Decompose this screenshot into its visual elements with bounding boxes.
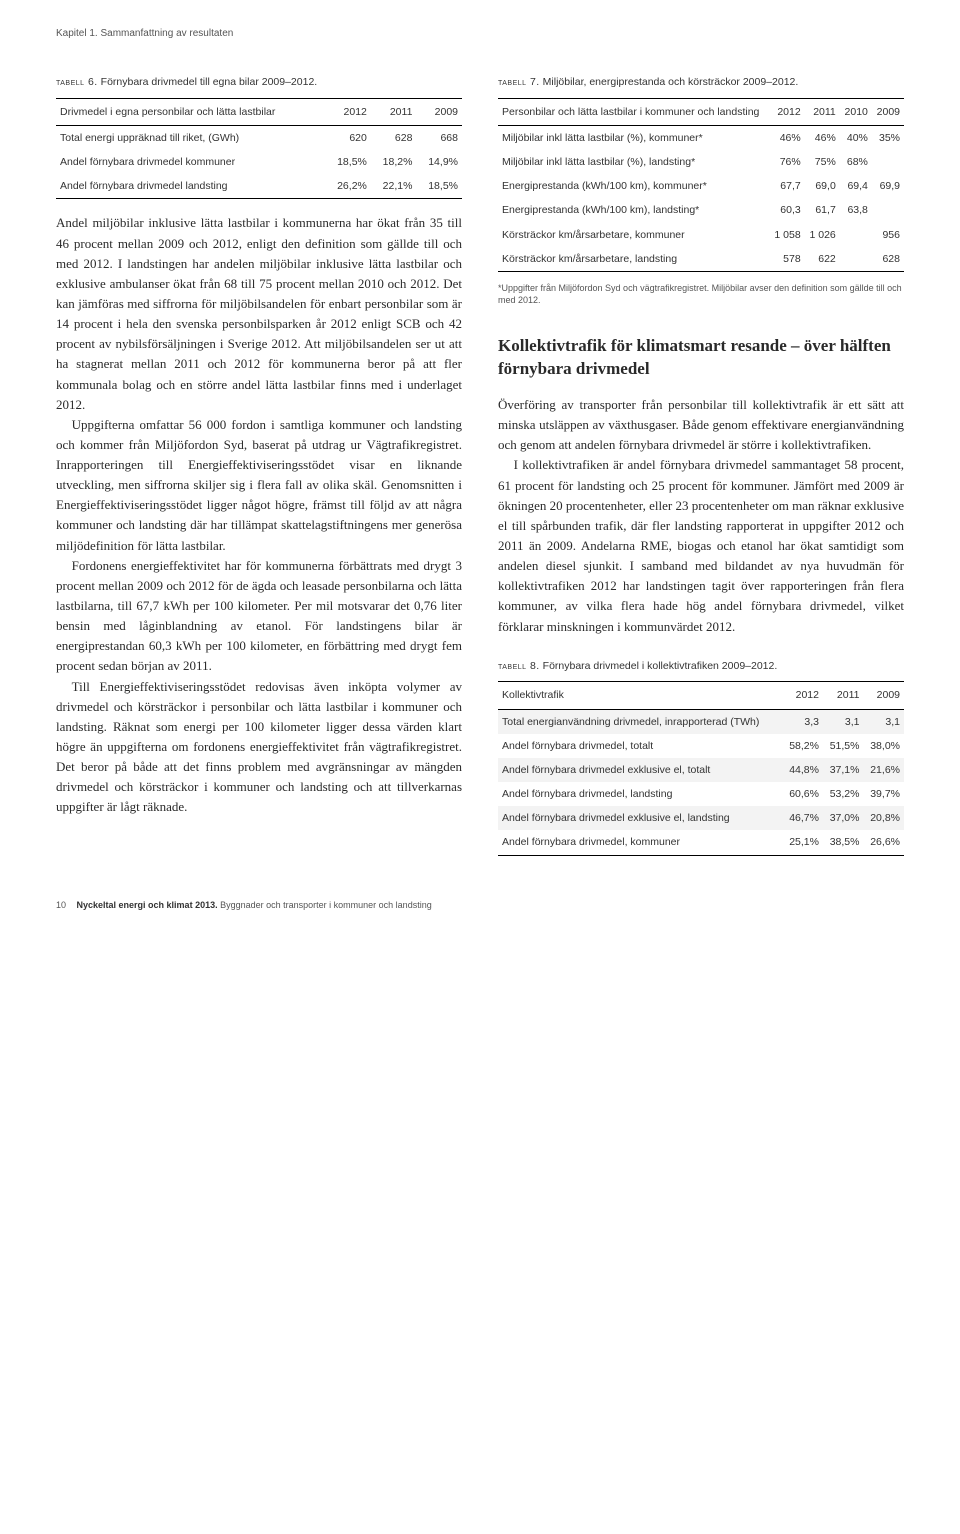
table-row: Körsträckor km/årsarbetare, landsting 57… — [498, 247, 904, 272]
two-column-layout: tabell 6. Förnybara drivmedel till egna … — [56, 75, 904, 866]
footer-title-bold: Nyckeltal energi och klimat 2013. — [77, 900, 218, 910]
table-row: Körsträckor km/årsarbetare, kommuner 1 0… — [498, 223, 904, 247]
table7-label: tabell 7. — [498, 76, 540, 88]
table-row: Drivmedel i egna personbilar och lätta l… — [56, 98, 462, 125]
table6-caption-text: Förnybara drivmedel till egna bilar 2009… — [101, 76, 318, 88]
table7-caption: tabell 7. Miljöbilar, energiprestanda oc… — [498, 75, 904, 90]
table-row: Andel förnybara drivmedel, landsting 60,… — [498, 782, 904, 806]
table-row: Energiprestanda (kWh/100 km), landsting*… — [498, 198, 904, 222]
table-row: Andel förnybara drivmedel landsting 26,2… — [56, 174, 462, 199]
right-column: tabell 7. Miljöbilar, energiprestanda oc… — [498, 75, 904, 866]
page: Kapitel 1. Sammanfattning av resultaten … — [0, 0, 960, 940]
table-row: Miljöbilar inkl lätta lastbilar (%), lan… — [498, 150, 904, 174]
table-row: Andel förnybara drivmedel, kommuner 25,1… — [498, 830, 904, 855]
table6-caption: tabell 6. Förnybara drivmedel till egna … — [56, 75, 462, 90]
paragraph: Till Energieffektiviseringsstödet redovi… — [56, 677, 462, 818]
right-body-text: Överföring av transporter från personbil… — [498, 395, 904, 637]
table-row: Andel förnybara drivmedel kommuner 18,5%… — [56, 150, 462, 174]
paragraph: Andel miljöbilar inklusive lätta lastbil… — [56, 213, 462, 414]
table6-label: tabell 6. — [56, 76, 98, 88]
table-row: Andel förnybara drivmedel exklusive el, … — [498, 806, 904, 830]
table8-label: tabell 8. — [498, 660, 540, 672]
paragraph: Överföring av transporter från personbil… — [498, 395, 904, 455]
table8: Kollektivtrafik 2012 2011 2009 Total ene… — [498, 681, 904, 855]
table-row: Andel förnybara drivmedel exklusive el, … — [498, 758, 904, 782]
left-body-text: Andel miljöbilar inklusive lätta lastbil… — [56, 213, 462, 817]
table7: Personbilar och lätta lastbilar i kommun… — [498, 98, 904, 272]
table-row: Andel förnybara drivmedel, totalt 58,2% … — [498, 734, 904, 758]
footer-title-rest: Byggnader och transporter i kommuner och… — [218, 900, 432, 910]
table7-note: *Uppgifter från Miljöfordon Syd och vägt… — [498, 282, 904, 307]
table-row: Energiprestanda (kWh/100 km), kommuner* … — [498, 174, 904, 198]
table6-h0: Drivmedel i egna personbilar och lätta l… — [56, 98, 325, 125]
table-row: Miljöbilar inkl lätta lastbilar (%), kom… — [498, 125, 904, 150]
left-column: tabell 6. Förnybara drivmedel till egna … — [56, 75, 462, 866]
section-heading: Kollektivtrafik för klimatsmart resande … — [498, 335, 904, 381]
page-number: 10 — [56, 900, 74, 910]
table6-h2: 2011 — [371, 98, 417, 125]
table6-h1: 2012 — [325, 98, 371, 125]
table8-caption-text: Förnybara drivmedel i kollektivtrafiken … — [543, 660, 778, 672]
running-head: Kapitel 1. Sammanfattning av resultaten — [56, 28, 904, 39]
table6: Drivmedel i egna personbilar och lätta l… — [56, 98, 462, 200]
table8-caption: tabell 8. Förnybara drivmedel i kollekti… — [498, 659, 904, 674]
table-row: Total energi uppräknad till riket, (GWh)… — [56, 125, 462, 150]
table-row: Personbilar och lätta lastbilar i kommun… — [498, 98, 904, 125]
table-row: Kollektivtrafik 2012 2011 2009 — [498, 682, 904, 709]
page-footer: 10 Nyckeltal energi och klimat 2013. Byg… — [56, 900, 904, 910]
paragraph: Uppgifterna omfattar 56 000 fordon i sam… — [56, 415, 462, 556]
table-row: Total energianvändning drivmedel, inrapp… — [498, 709, 904, 734]
paragraph: I kollektivtrafiken är andel förnybara d… — [498, 455, 904, 636]
paragraph: Fordonens energieffektivitet har för kom… — [56, 556, 462, 677]
table7-caption-text: Miljöbilar, energiprestanda och körsträc… — [543, 76, 799, 88]
table6-h3: 2009 — [416, 98, 462, 125]
